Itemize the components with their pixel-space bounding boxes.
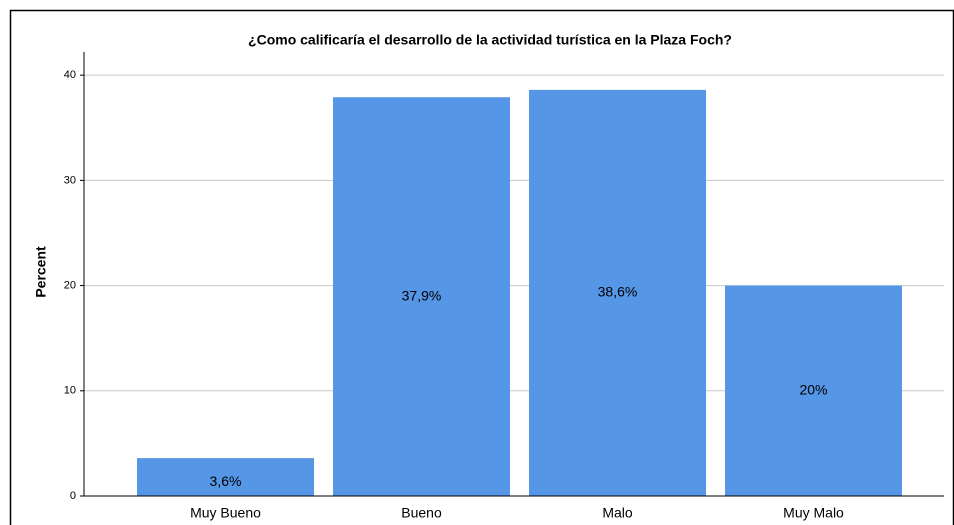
bar (529, 89, 706, 497)
bar (137, 458, 314, 496)
y-axis-label: Percent (33, 246, 49, 298)
y-tick-label: 40 (64, 69, 76, 81)
x-tick-label: Muy Malo (783, 505, 844, 521)
x-tick-label: Muy Bueno (190, 505, 261, 521)
y-tick-label: 20 (64, 279, 76, 291)
value-label: 3,6% (210, 473, 242, 489)
value-label: 37,9% (402, 287, 442, 303)
chart-title: ¿Como calificaría el desarrollo de la ac… (248, 32, 732, 48)
value-label: 38,6% (598, 284, 638, 300)
y-tick-label: 10 (64, 385, 76, 397)
x-tick-label: Malo (602, 505, 633, 521)
x-tick-label: Bueno (401, 505, 442, 521)
y-tick-label: 30 (64, 174, 76, 186)
y-tick-label: 0 (70, 490, 76, 502)
value-label: 20% (799, 381, 827, 397)
bar (333, 97, 510, 497)
bar (725, 285, 902, 496)
